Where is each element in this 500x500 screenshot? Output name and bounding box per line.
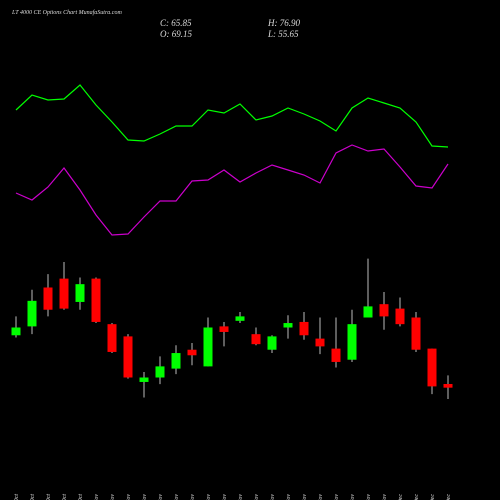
candle-body (75, 284, 85, 302)
ohlc-high: H: 76.90 (267, 18, 300, 28)
candle-body (139, 377, 149, 382)
candle-body (315, 338, 325, 347)
candle-body (331, 348, 341, 362)
x-tick-label: 10 Nov (158, 494, 164, 500)
x-tick-label: 04 Nov (109, 494, 116, 500)
x-tick-label: 13 Nov (206, 494, 212, 500)
candle-body (11, 327, 21, 336)
candle-body (427, 348, 437, 387)
x-tick-label: 29 Oct (46, 494, 52, 500)
candle-body (27, 300, 37, 327)
x-tick-label: 18 Nov (254, 494, 260, 500)
ohlc-low: L: 55.65 (267, 29, 299, 39)
candle-body (123, 336, 133, 378)
x-tick-label: 11 Nov (174, 494, 180, 500)
candle-body (267, 336, 277, 350)
ohlc-close: C: 65.85 (160, 18, 192, 28)
candle-body (203, 327, 213, 367)
candle-body (363, 306, 373, 318)
x-tick-label: 04 Dec (445, 494, 452, 500)
x-tick-label: 31 Oct (78, 494, 84, 500)
candle-body (395, 308, 405, 325)
x-tick-label: 27 Oct (14, 494, 20, 500)
candle-body (283, 323, 293, 328)
x-tick-label: 06 Nov (126, 494, 132, 500)
ohlc-open: O: 69.15 (160, 29, 192, 39)
candle-body (219, 326, 229, 332)
x-tick-label: 03 Nov (94, 494, 100, 500)
candle-body (235, 316, 245, 321)
candle-body (171, 353, 181, 369)
x-tick-label: 12 Nov (190, 494, 196, 500)
x-tick-label: 21 Nov (302, 494, 308, 500)
x-tick-label: 20 Nov (286, 494, 292, 500)
candle-body (155, 366, 165, 378)
x-tick-label: 28 Oct (30, 494, 36, 500)
x-tick-label: 19 Nov (270, 494, 276, 500)
x-tick-label: 17 Nov (238, 494, 244, 500)
candle-body (91, 278, 101, 322)
candle-body (43, 287, 53, 310)
candle-body (379, 304, 389, 317)
candle-body (59, 278, 69, 309)
x-tick-label: 26 Nov (350, 494, 356, 500)
candle-body (443, 384, 453, 388)
candle-body (251, 334, 261, 345)
candle-body (187, 349, 197, 356)
x-tick-label: 25 Nov (334, 494, 340, 500)
x-tick-label: 14 Nov (221, 494, 228, 500)
candle-body (107, 324, 117, 352)
indicator-line (15, 144, 449, 236)
x-tick-label: 30 Oct (62, 494, 68, 500)
chart-title: LT 4000 CE Options Chart MunafaSutra.com (11, 9, 122, 16)
candle-body (347, 324, 357, 360)
x-tick-label: 27 Nov (366, 494, 372, 500)
x-tick-label: 02 Dec (414, 494, 420, 500)
x-tick-label: 07 Nov (142, 494, 148, 500)
x-tick-label: 03 Dec (430, 494, 436, 500)
indicator-line (15, 84, 449, 148)
candle-body (299, 321, 309, 336)
x-tick-label: 01 Dec (398, 494, 404, 500)
candle-body (411, 317, 421, 350)
x-tick-label: 28 Nov (382, 494, 388, 500)
x-tick-label: 24 Nov (317, 494, 324, 500)
